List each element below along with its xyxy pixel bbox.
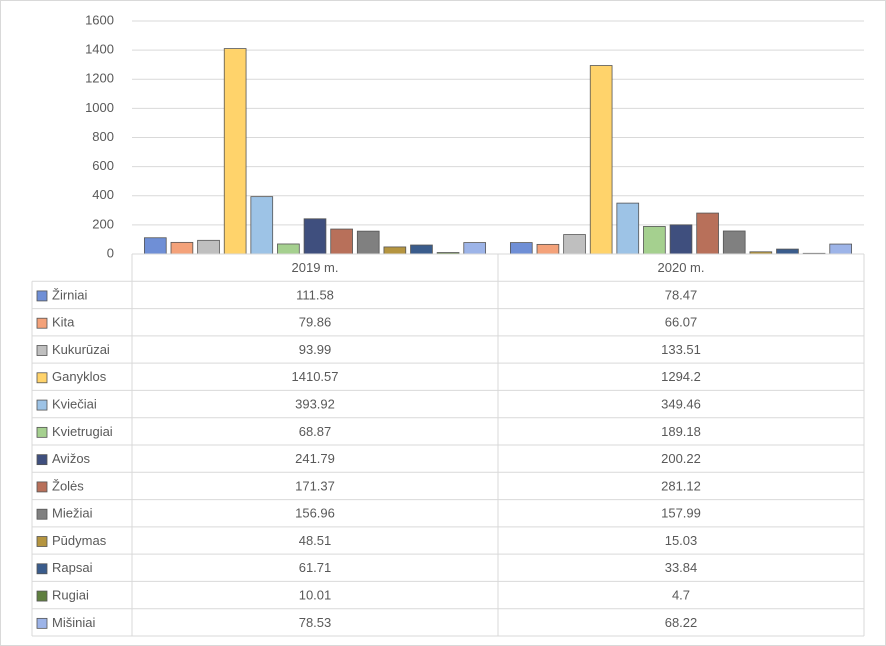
y-tick-label: 1000 — [85, 100, 114, 115]
table-value: 1410.57 — [292, 369, 339, 384]
legend-label: Miežiai — [52, 506, 93, 521]
legend-label: Mišiniai — [52, 615, 95, 630]
legend-label: Kviečiai — [52, 397, 97, 412]
bar — [303, 218, 327, 255]
bar — [829, 243, 853, 255]
y-tick-label: 600 — [92, 158, 114, 173]
bar — [696, 212, 719, 255]
bar — [776, 248, 799, 255]
y-tick-label: 0 — [107, 245, 114, 260]
legend-label: Žolės — [52, 478, 84, 493]
bar — [536, 243, 560, 255]
bar — [643, 226, 666, 255]
legend-key — [36, 345, 48, 356]
bar — [722, 230, 746, 255]
bar — [197, 239, 220, 255]
legend-key — [36, 563, 48, 575]
bar — [509, 242, 533, 255]
bar — [223, 48, 247, 255]
bar — [563, 234, 586, 255]
legend-key — [36, 454, 48, 466]
legend-label: Kukurūzai — [52, 342, 110, 357]
table-value: 68.87 — [299, 424, 332, 439]
legend-key — [36, 590, 48, 602]
bar — [277, 243, 300, 255]
bar — [170, 241, 194, 255]
legend-key — [36, 317, 48, 329]
legend-label: Žirniai — [52, 287, 88, 302]
bar — [143, 237, 167, 255]
y-tick-label: 400 — [92, 187, 114, 202]
legend-key — [36, 481, 48, 493]
legend-label: Rugiai — [52, 588, 89, 603]
legend-label: Ganyklos — [52, 369, 107, 384]
table-value: 1294.2 — [661, 369, 701, 384]
legend-key — [36, 290, 48, 302]
table-value: 393.92 — [295, 397, 335, 412]
table-value: 156.96 — [295, 506, 335, 521]
bar — [589, 65, 613, 255]
table-value: 48.51 — [299, 533, 332, 548]
y-tick-label: 200 — [92, 216, 114, 231]
table-value: 78.47 — [665, 287, 698, 302]
bar — [410, 244, 433, 255]
bar — [330, 228, 353, 255]
legend-label: Kvietrugiai — [52, 424, 113, 439]
y-tick-label: 1400 — [85, 42, 114, 57]
table-value: 281.12 — [661, 478, 701, 493]
table-value: 68.22 — [665, 615, 698, 630]
table-value: 349.46 — [661, 397, 701, 412]
legend-key — [36, 508, 48, 520]
table-value: 200.22 — [661, 451, 701, 466]
legend-key — [36, 536, 48, 547]
legend-label: Avižos — [52, 451, 91, 466]
table-value: 111.58 — [296, 287, 334, 302]
legend-label: Rapsai — [52, 560, 93, 575]
table-value: 15.03 — [665, 533, 698, 548]
table-value: 189.18 — [661, 424, 701, 439]
bar — [250, 196, 274, 255]
table-value: 33.84 — [665, 560, 698, 575]
y-tick-label: 800 — [92, 129, 114, 144]
table-value: 93.99 — [299, 342, 332, 357]
y-tick-label: 1600 — [85, 12, 114, 27]
x-tick-label: 2019 m. — [292, 260, 339, 275]
table-value: 241.79 — [295, 451, 335, 466]
table-value: 79.86 — [299, 315, 332, 330]
table-value: 10.01 — [299, 588, 332, 603]
table-value: 66.07 — [665, 315, 698, 330]
bar — [463, 242, 487, 255]
legend-key — [36, 399, 48, 411]
legend-key — [36, 617, 48, 629]
table-value: 171.37 — [295, 478, 335, 493]
legend-label: Pūdymas — [52, 533, 107, 548]
bar — [616, 202, 640, 255]
table-value: 133.51 — [661, 342, 701, 357]
y-tick-label: 1200 — [85, 71, 114, 86]
bar — [383, 246, 407, 255]
bar — [669, 224, 693, 255]
bar — [356, 230, 380, 255]
table-value: 157.99 — [661, 506, 701, 521]
legend-label: Kita — [52, 315, 75, 330]
table-value: 61.71 — [299, 560, 332, 575]
x-tick-label: 2020 m. — [658, 260, 705, 275]
table-value: 4.7 — [672, 588, 690, 603]
legend-key — [36, 426, 48, 438]
legend-key — [36, 372, 48, 384]
table-value: 78.53 — [299, 615, 332, 630]
